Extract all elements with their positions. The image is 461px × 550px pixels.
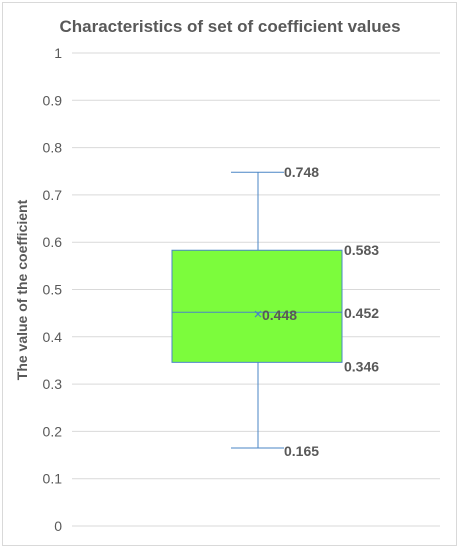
y-tick-label-4: 0.4 <box>43 329 63 345</box>
chart-title: Characteristics of set of coefficient va… <box>59 17 400 36</box>
y-tick-label-1: 0.1 <box>43 471 63 487</box>
mean-marker <box>254 310 262 318</box>
gridlines <box>72 52 440 527</box>
interquartile-box <box>171 249 343 363</box>
y-tick-label-3: 0.3 <box>43 376 63 392</box>
y-tick-label-9: 0.9 <box>43 92 63 108</box>
label-q1: 0.346 <box>344 358 379 374</box>
label-max: 0.748 <box>284 164 319 180</box>
y-tick-label-0: 0 <box>54 518 62 534</box>
label-median: 0.452 <box>344 305 379 321</box>
y-tick-label-5: 0.5 <box>43 282 63 298</box>
mean-marker-stroke-2 <box>254 310 262 318</box>
data-labels: 0.748 0.583 0.452 0.448 0.346 0.165 <box>262 164 379 459</box>
y-tick-label-6: 0.6 <box>43 234 63 250</box>
y-tick-label-10: 1 <box>54 45 62 61</box>
label-mean: 0.448 <box>262 307 297 323</box>
y-tick-label-2: 0.2 <box>43 423 63 439</box>
label-min: 0.165 <box>284 443 319 459</box>
y-axis-label: The value of the coefficient <box>14 199 30 380</box>
label-q3: 0.583 <box>344 242 379 258</box>
box-plot <box>171 171 343 449</box>
y-tick-label-7: 0.7 <box>43 187 63 203</box>
y-tick-label-8: 0.8 <box>43 140 63 156</box>
y-tick-labels: 0 0.1 0.2 0.3 0.4 0.5 0.6 0.7 0.8 0.9 1 <box>43 45 63 534</box>
